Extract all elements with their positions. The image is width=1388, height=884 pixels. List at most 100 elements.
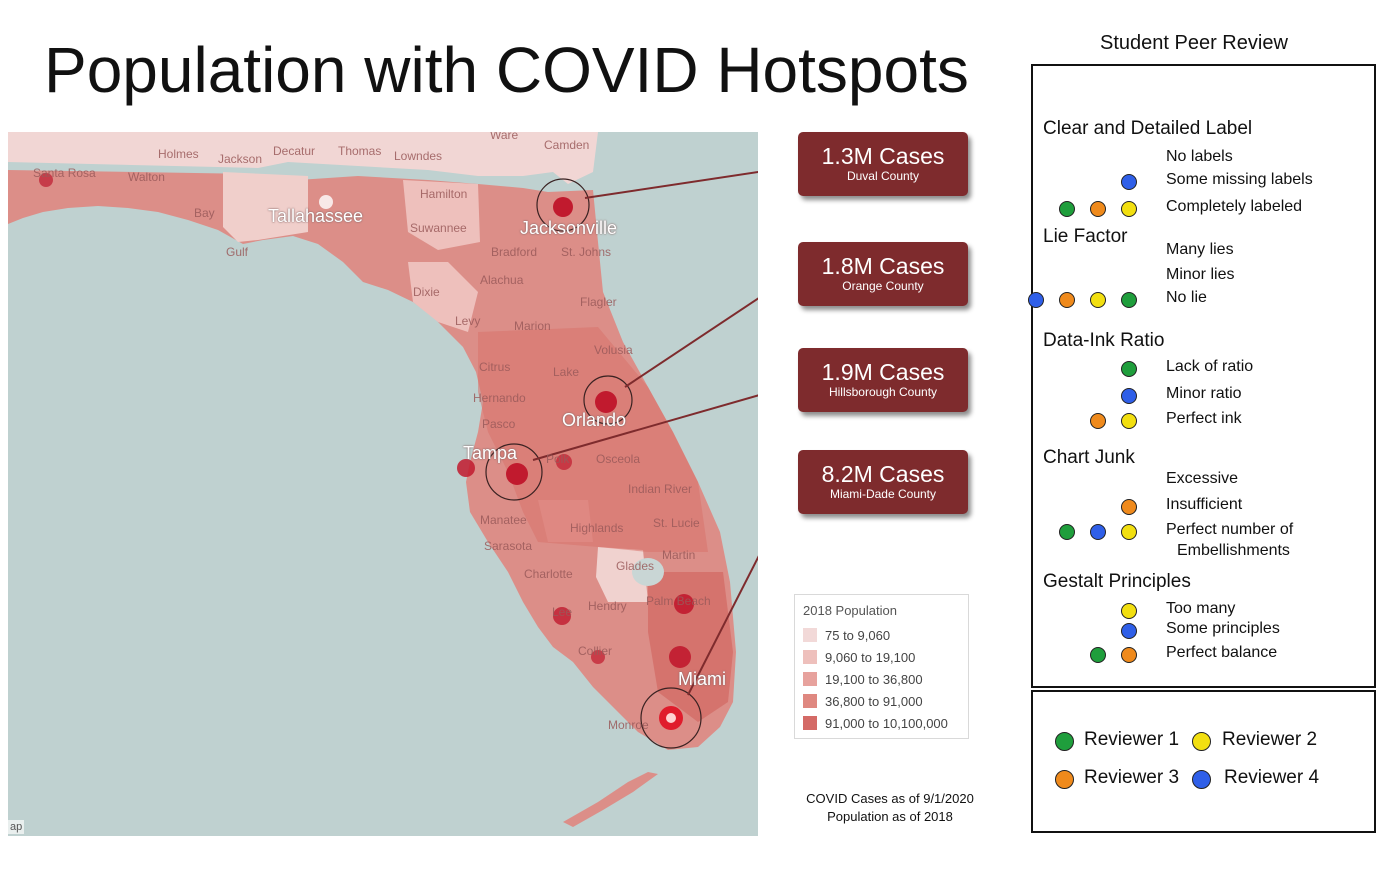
place-label: Gulf: [226, 245, 249, 259]
callout-county: Orange County: [842, 279, 924, 293]
map-attribution[interactable]: ap: [8, 820, 25, 834]
review-option-label: Some principles: [1166, 620, 1280, 637]
vote-dot-reviewer2: [1090, 292, 1106, 308]
ring-duval: [536, 178, 590, 232]
callout-orange: 1.8M Cases Orange County: [798, 242, 968, 306]
connector-miami-dade: [687, 555, 758, 696]
place-label: Jackson: [218, 152, 263, 166]
legend-swatch: [803, 628, 817, 642]
hotspot-orlando: [595, 391, 617, 413]
legend-swatch: [803, 694, 817, 708]
vote-dot-reviewer3: [1090, 201, 1106, 217]
hotspot-miami-core: [666, 713, 676, 723]
georgia-alabama-land: [8, 132, 598, 184]
vote-dot-reviewer1: [1121, 292, 1137, 308]
hotspot-tallahassee: [319, 195, 333, 209]
review-option-label: Excessive: [1166, 470, 1239, 487]
vote-dot-reviewer3: [1090, 413, 1106, 429]
place-label: Holmes: [158, 147, 199, 161]
reviewer-key-label: Reviewer 4: [1224, 767, 1320, 788]
panhandle-light-area: [223, 172, 308, 242]
callout-miami-dade: 8.2M Cases Miami-Dade County: [798, 450, 968, 514]
peninsula-dense-area: [478, 327, 708, 552]
vote-dot-reviewer2: [1121, 201, 1137, 217]
place-label: Lowndes: [394, 149, 443, 163]
callout-cases: 1.3M Cases: [821, 143, 945, 169]
legend-label: 91,000 to 10,100,000: [825, 715, 948, 731]
review-section-title: Clear and Detailed Label: [1043, 118, 1253, 139]
legend-item: 75 to 9,060: [803, 624, 968, 646]
place-label: St. Lucie: [653, 516, 700, 530]
place-label: Decatur: [273, 144, 316, 158]
vote-dot-reviewer2: [1121, 524, 1137, 540]
legend-swatch: [803, 672, 817, 686]
place-label: Alachua: [480, 273, 524, 287]
connector-orange: [624, 297, 758, 388]
florida-map[interactable]: Ware Camden Holmes Jackson Decatur Thoma…: [8, 132, 758, 836]
place-label: Lee: [552, 605, 573, 619]
population-legend: 2018 Population 75 to 9,060 9,060 to 19,…: [794, 594, 969, 739]
place-label: Levy: [455, 314, 481, 328]
place-label: Citrus: [479, 360, 511, 374]
place-label: Highlands: [570, 521, 624, 535]
place-label: Collier: [578, 644, 613, 658]
review-option-label: No labels: [1166, 148, 1233, 165]
reviewer-key-label: Reviewer 1: [1084, 729, 1180, 750]
hotspots: [39, 173, 694, 730]
map-canvas: [8, 132, 758, 827]
place-label: Indian River: [628, 482, 693, 496]
reviewer-key-dot: [1055, 732, 1074, 751]
hotspot-lee: [553, 607, 571, 625]
city-label: Orlando: [562, 410, 627, 430]
review-title: Student Peer Review: [1100, 32, 1288, 54]
place-label: Suwannee: [410, 221, 467, 235]
place-label: Osceola: [596, 452, 641, 466]
vote-dot-reviewer1: [1059, 524, 1075, 540]
vote-dot-reviewer4: [1121, 174, 1137, 190]
vote-dot-reviewer3: [1121, 499, 1137, 515]
city-label: Tallahassee: [268, 206, 364, 226]
legend-item: 91,000 to 10,100,000: [803, 712, 968, 734]
florida-keys: [563, 772, 658, 827]
legend-item: 36,800 to 91,000: [803, 690, 968, 712]
connector-hillsborough: [532, 394, 758, 461]
florida-land: [8, 170, 736, 750]
ring-miami-dade: [640, 687, 702, 749]
review-option-label: Perfect balance: [1166, 644, 1278, 661]
review-option-label: Minor ratio: [1166, 385, 1242, 402]
review-option-label: Some missing labels: [1166, 171, 1313, 188]
place-label: Polk: [546, 452, 570, 466]
review-option-label: Perfect ink: [1166, 410, 1242, 427]
legend-item: 19,100 to 36,800: [803, 668, 968, 690]
place-label: Walton: [128, 170, 165, 184]
review-option-label: Insufficient: [1166, 496, 1243, 513]
page-title: Population with COVID Hotspots: [44, 34, 969, 106]
reviewer-key-box: [1031, 690, 1376, 833]
city-label: Jacksonville: [520, 218, 618, 238]
legend-item: 9,060 to 19,100: [803, 646, 968, 668]
callout-hillsborough: 1.9M Cases Hillsborough County: [798, 348, 968, 412]
ring-orange: [583, 375, 633, 425]
legend-title: 2018 Population: [803, 603, 897, 618]
review-section-title: Gestalt Principles: [1043, 571, 1191, 592]
hotspot-broward: [669, 646, 691, 668]
place-label: Ware: [490, 132, 519, 142]
hotspot-pinellas: [457, 459, 475, 477]
place-label: Dixie: [413, 285, 440, 299]
place-label: Sarasota: [484, 539, 533, 553]
vote-dot-reviewer3: [1059, 292, 1075, 308]
vote-dot-reviewer4: [1121, 623, 1137, 639]
hotspot-polk: [556, 454, 572, 470]
place-label: Charlotte: [524, 567, 573, 581]
glades-light-area: [596, 547, 648, 602]
callout-county: Duval County: [846, 169, 920, 183]
reviewer-key-label: Reviewer 3: [1084, 767, 1180, 788]
legend-label: 19,100 to 36,800: [825, 671, 923, 687]
place-label: Flagler: [580, 295, 617, 309]
review-option-label: Lack of ratio: [1166, 358, 1254, 375]
hotspot-pensacola: [39, 173, 53, 187]
vote-dot-reviewer4: [1090, 524, 1106, 540]
callout-county: Miami-Dade County: [829, 487, 937, 501]
southeast-dense-area: [648, 572, 733, 722]
ring-hillsborough: [485, 443, 543, 501]
